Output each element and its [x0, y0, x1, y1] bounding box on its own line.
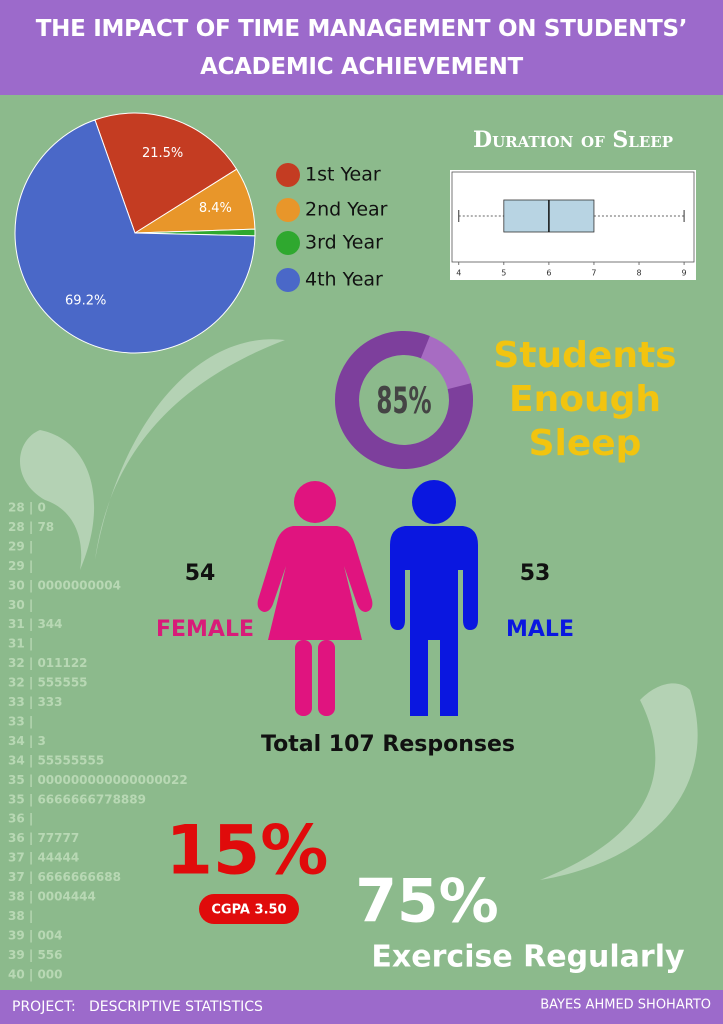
stem-leaf-row: 39 | 556: [8, 948, 63, 962]
x-tick-label: 7: [591, 269, 596, 278]
x-tick-label: 8: [636, 269, 641, 278]
stem-leaf-row: 32 | 011122: [8, 656, 88, 670]
stem-leaf-row: 33 |: [8, 714, 33, 728]
stem-leaf-row: 33 | 333: [8, 695, 63, 709]
title: THE IMPACT OF TIME MANAGEMENT ON STUDENT…: [0, 0, 723, 95]
legend-label: 2nd Year: [305, 199, 388, 221]
stem-leaf-row: 32 | 555555: [8, 676, 88, 690]
boxplot-panel: [451, 171, 695, 263]
x-tick-label: 9: [682, 269, 687, 278]
x-tick-label: 5: [501, 269, 506, 278]
stem-leaf-row: 30 | 0000000004: [8, 578, 121, 592]
pie-label: 8.4%: [199, 201, 232, 216]
stem-leaf-row: 34 | 3: [8, 734, 46, 748]
stem-leaf-row: 28 | 0: [8, 501, 46, 515]
female-figure: [257, 481, 373, 716]
stem-leaf-row: 34 | 55555555: [8, 753, 104, 767]
stem-leaf-row: 30 |: [8, 598, 33, 612]
stem-leaf-row: 37 | 44444: [8, 851, 79, 865]
stem-leaf-row: 39 | 004: [8, 928, 63, 942]
stem-leaf-row: 36 |: [8, 812, 33, 826]
footer-right: BAYES AHMED SHOHARTO: [540, 998, 711, 1013]
legend-label: 4th Year: [305, 269, 383, 291]
legend-label: 3rd Year: [305, 232, 383, 254]
cgpa-percent: 15%: [166, 812, 329, 891]
footer-bar: [0, 990, 723, 1024]
decoration: [20, 339, 698, 880]
boxplot-title: Duration of Sleep: [473, 127, 673, 153]
legend-marker: [276, 231, 300, 255]
female-count: 54: [185, 561, 216, 586]
legend-marker: [276, 198, 300, 222]
male-label: MALE: [506, 617, 574, 642]
male-count: 53: [520, 561, 551, 586]
stem-leaf-row: 37 | 6666666688: [8, 870, 121, 884]
stem-leaf-row: 36 | 77777: [8, 831, 79, 845]
stem-leaf-row: 31 | 344: [8, 617, 63, 631]
stem-leaf-row: 40 | 000: [8, 967, 63, 981]
exercise-percent: 75%: [355, 867, 499, 937]
legend-marker: [276, 268, 300, 292]
pie-label: 21.5%: [142, 146, 183, 161]
donut-label: 85%: [376, 380, 431, 422]
x-tick-label: 6: [546, 269, 551, 278]
pie-slice: [94, 112, 238, 234]
male-figure: [390, 480, 478, 716]
pie-label: 69.2%: [65, 294, 106, 309]
stem-leaf-row: 31 |: [8, 637, 33, 651]
total-responses: Total 107 Responses: [261, 732, 515, 757]
x-tick-label: 4: [456, 269, 461, 278]
cgpa-pill: [199, 894, 299, 924]
legend-marker: [276, 163, 300, 187]
stem-leaf-row: 38 | 0004444: [8, 890, 96, 904]
stem-leaf-row: 29 |: [8, 539, 33, 553]
stem-leaf-row: 35 | 6666666778889: [8, 792, 146, 806]
female-label: FEMALE: [156, 617, 254, 642]
stem-leaf-row: 35 | 000000000000000022: [8, 773, 188, 787]
exercise-label: Exercise Regularly: [371, 940, 685, 975]
stem-leaf-row: 29 |: [8, 559, 33, 573]
footer-left: PROJECT: DESCRIPTIVE STATISTICS: [12, 999, 263, 1015]
legend-label: 1st Year: [305, 164, 381, 186]
cgpa-label: CGPA 3.50: [211, 903, 286, 918]
donut-arc: [335, 331, 473, 469]
stem-leaf-row: 38 |: [8, 909, 33, 923]
donut-caption: Students Enough Sleep: [493, 335, 677, 464]
pie-slice: [14, 119, 256, 354]
stem-leaf-row: 28 | 78: [8, 520, 54, 534]
